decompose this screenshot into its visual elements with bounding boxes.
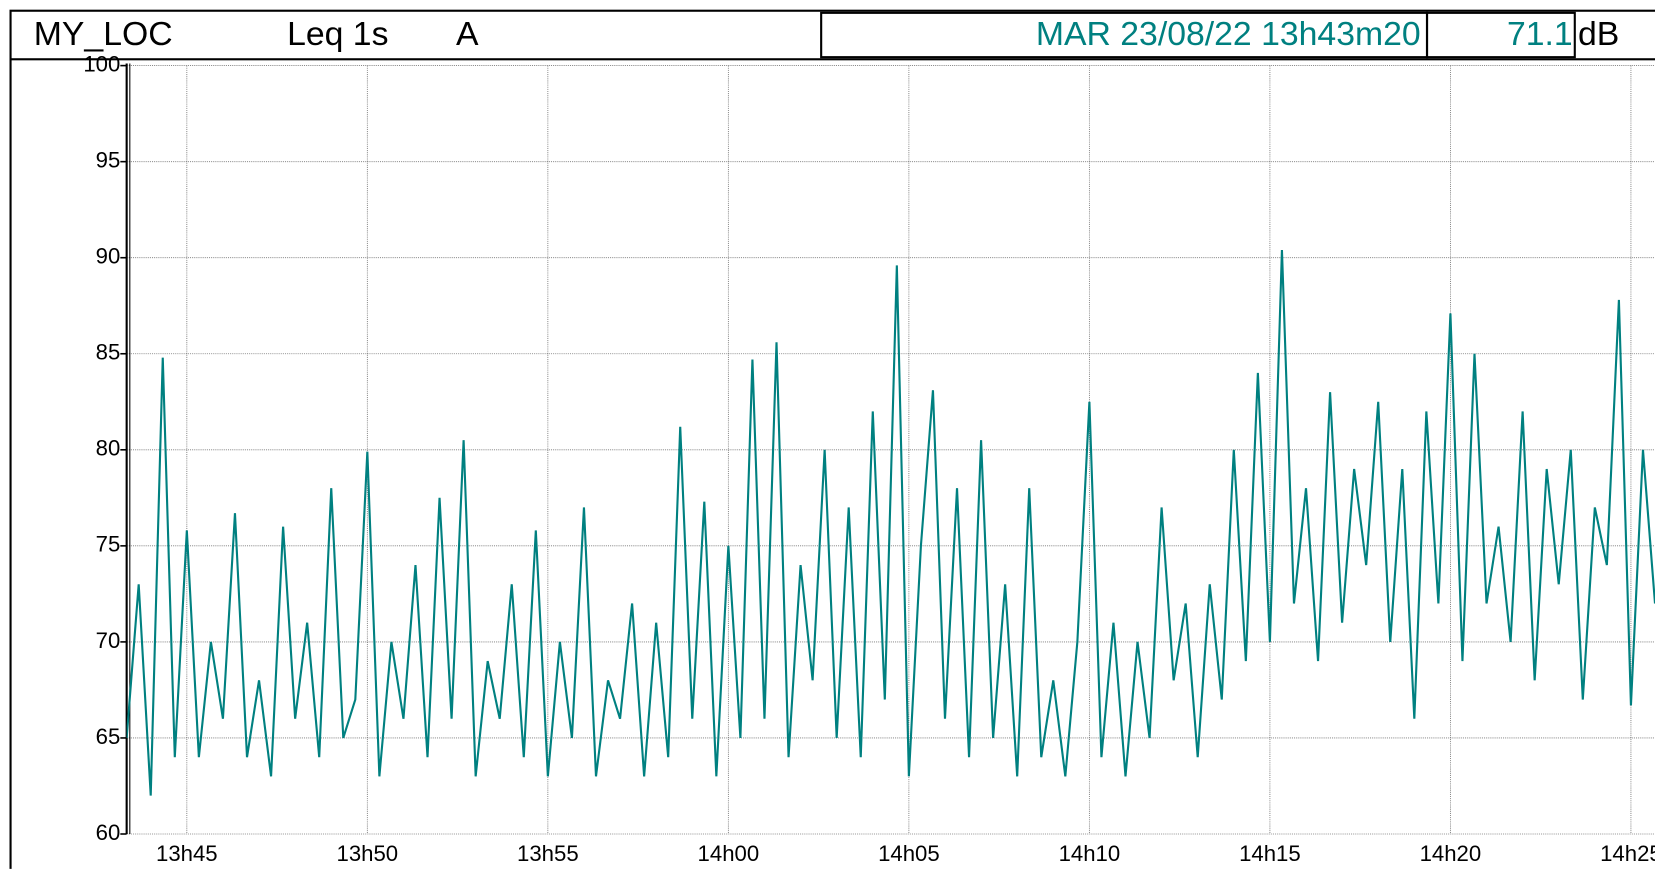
location: MY_LOC — [34, 15, 173, 53]
x-tick-label: 14h10 — [1059, 841, 1121, 866]
datetime: MAR 23/08/22 13h43m20 — [1036, 15, 1421, 53]
cursor-value: 71.1 — [1507, 15, 1573, 53]
x-tick-label: 14h15 — [1239, 841, 1301, 866]
y-tick-label: 65 — [96, 724, 121, 749]
y-tick-label: 75 — [96, 532, 121, 557]
measure: Leq 1s — [287, 15, 388, 53]
x-tick-label: 14h25 — [1600, 841, 1655, 866]
x-tick-label: 13h45 — [156, 841, 218, 866]
value-box — [1425, 11, 1576, 59]
x-tick-label: 13h50 — [337, 841, 399, 866]
y-tick-label: 80 — [96, 436, 121, 461]
x-tick-label: 14h00 — [698, 841, 760, 866]
plot — [126, 249, 1655, 796]
header-frame — [9, 9, 1655, 61]
x-tick-label: 14h20 — [1420, 841, 1482, 866]
line-series — [126, 249, 1655, 796]
y-tick-label: 70 — [96, 628, 121, 653]
y-tick-label: 60 — [96, 820, 121, 845]
x-tick-label: 14h05 — [878, 841, 940, 866]
y-tick-label: 85 — [96, 340, 121, 365]
y-tick-label: 90 — [96, 244, 121, 269]
y-tick-label: 95 — [96, 148, 121, 173]
y-tick-label: 100 — [83, 51, 120, 76]
unit: dB — [1578, 15, 1619, 53]
weighting: A — [456, 15, 479, 53]
x-tick-label: 13h55 — [517, 841, 579, 866]
